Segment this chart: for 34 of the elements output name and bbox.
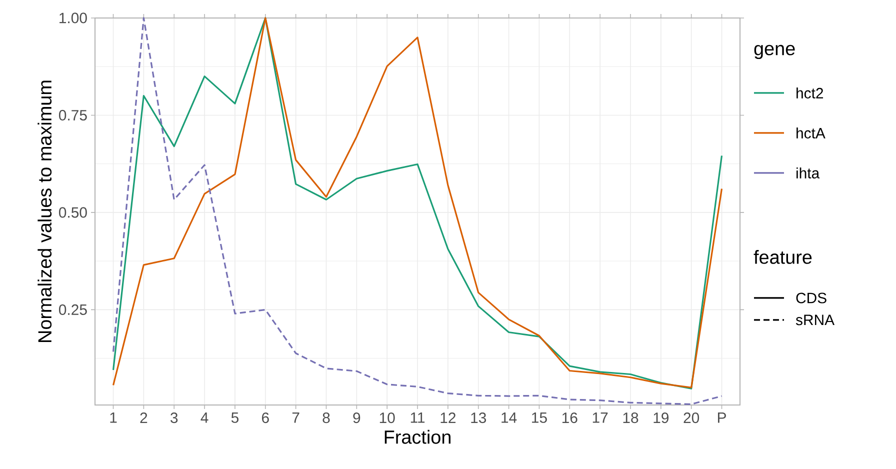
- x-tick-label: 18: [623, 412, 638, 424]
- x-tick-label: 17: [592, 412, 608, 423]
- x-tick-label: 4: [200, 412, 208, 423]
- x-tick-label: P: [718, 412, 726, 423]
- legend-title: gene: [754, 44, 795, 60]
- x-tick-label: 12: [440, 412, 456, 423]
- x-tick-label: 11: [410, 412, 425, 423]
- x-tick-label: 1: [110, 412, 117, 423]
- x-axis-title: Fraction: [384, 430, 450, 444]
- legend-label: CDS: [796, 292, 826, 304]
- x-tick-label: 15: [532, 412, 547, 423]
- y-tick-label: 0.75: [58, 110, 87, 120]
- x-tick-label: 16: [562, 412, 578, 424]
- y-tick-label: 0.50: [58, 207, 87, 218]
- x-tick-label: 20: [684, 412, 700, 424]
- legend-label: sRNA: [796, 314, 835, 326]
- legend-label: ihta: [796, 168, 820, 178]
- x-tick-label: 6: [262, 412, 269, 424]
- x-tick-label: 2: [140, 412, 148, 423]
- legend-label: hct2: [796, 88, 824, 98]
- x-tick-label: 5: [231, 412, 238, 423]
- y-axis-title: Normalized values to maximum: [38, 80, 52, 342]
- x-tick-label: 19: [654, 412, 668, 424]
- x-tick-label: 10: [380, 412, 395, 424]
- y-tick-label: 1.00: [60, 12, 87, 24]
- x-tick-label: 14: [502, 412, 517, 423]
- x-tick-label: 9: [353, 412, 360, 424]
- text: feature: [754, 250, 812, 264]
- x-tick-label: 3: [170, 412, 178, 424]
- x-tick-label: 13: [471, 412, 486, 424]
- x-tick-label: 7: [292, 412, 300, 423]
- x-tick-label: 8: [322, 412, 330, 424]
- y-tick-label: 0.25: [58, 304, 87, 315]
- legend-label: hctA: [796, 128, 826, 138]
